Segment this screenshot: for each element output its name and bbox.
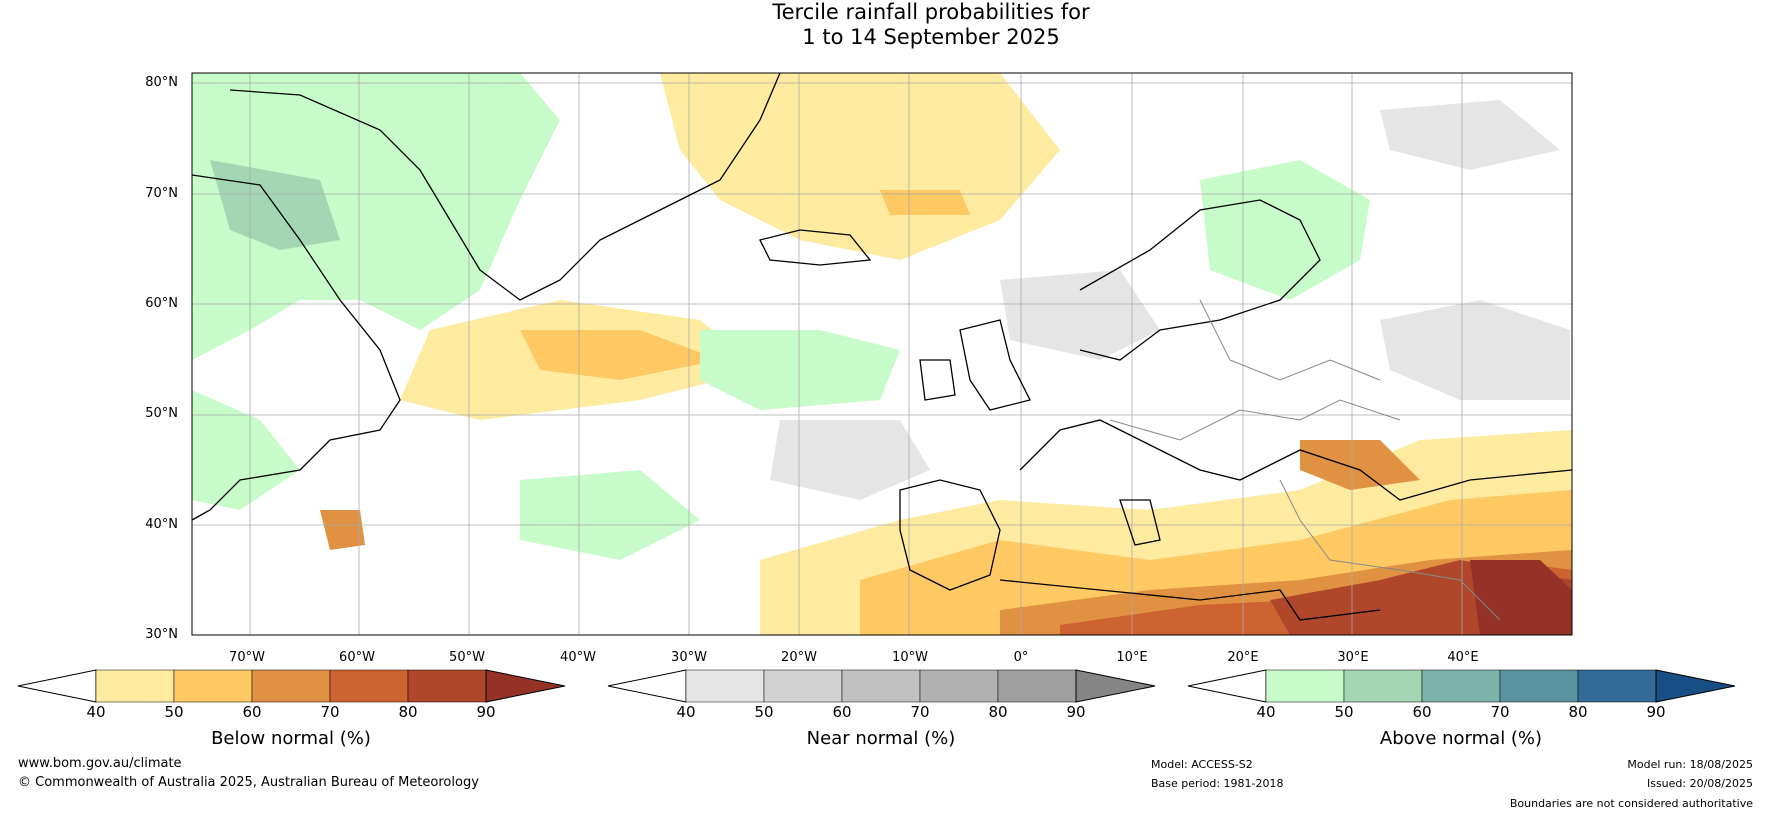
footer-copyright: © Commonwealth of Australia 2025, Austra… (18, 775, 479, 790)
cb-near-tick: 70 (910, 703, 930, 721)
lat-label-80n: 80°N (145, 75, 178, 90)
cb-above-tick: 90 (1646, 703, 1666, 721)
cb-above-tick: 60 (1412, 703, 1432, 721)
cb-below-tick: 40 (86, 703, 106, 721)
cb-below-title: Below normal (%) (211, 728, 371, 749)
footer-model-run: Model run: 18/08/2025 (1627, 758, 1753, 771)
chart-title: Tercile rainfall probabilities for 1 to … (0, 0, 1770, 50)
cb-below-tick: 90 (476, 703, 496, 721)
cb-above-tick: 70 (1490, 703, 1510, 721)
footer-disclaimer: Boundaries are not considered authoritat… (1509, 797, 1753, 810)
footer-model: Model: ACCESS-S2 (1151, 758, 1253, 771)
map-border (191, 72, 1573, 636)
lon-label-10e: 10°E (1116, 650, 1148, 665)
cb-near-tick: 60 (832, 703, 852, 721)
lon-label-20e: 20°E (1227, 650, 1259, 665)
lon-label-20w: 20°W (781, 650, 817, 665)
footer-issued: Issued: 20/08/2025 (1646, 777, 1753, 790)
lat-label-60n: 60°N (145, 296, 178, 311)
cb-below-tick: 80 (398, 703, 418, 721)
cb-near-tick: 80 (988, 703, 1008, 721)
footer-website: www.bom.gov.au/climate (18, 756, 182, 771)
lat-label-50n: 50°N (145, 406, 178, 421)
borders (1109, 299, 1501, 621)
lon-label-60w: 60°W (339, 650, 375, 665)
cb-above-tick: 80 (1568, 703, 1588, 721)
title-line-1: Tercile rainfall probabilities for (772, 0, 1090, 24)
lon-label-30e: 30°E (1337, 650, 1369, 665)
cb-below-tick: 70 (320, 703, 340, 721)
lat-label-70n: 70°N (145, 186, 178, 201)
colorbar-above (1187, 669, 1736, 703)
cb-above-tick: 40 (1256, 703, 1276, 721)
cb-above-tick: 50 (1334, 703, 1354, 721)
lat-label-30n: 30°N (145, 627, 178, 642)
cb-below-tick: 60 (242, 703, 262, 721)
cb-above-title: Above normal (%) (1379, 728, 1543, 749)
lon-label-40w: 40°W (560, 650, 596, 665)
gridlines (192, 73, 1572, 635)
cb-near-tick: 50 (754, 703, 774, 721)
lon-label-0: 0° (1013, 650, 1029, 665)
cb-near-tick: 40 (676, 703, 696, 721)
colorbar-near (607, 669, 1156, 703)
lon-label-70w: 70°W (229, 650, 265, 665)
cb-near-title: Near normal (%) (806, 728, 956, 749)
lon-label-40e: 40°E (1447, 650, 1479, 665)
colorbar-below (17, 669, 566, 703)
lat-label-40n: 40°N (145, 517, 178, 532)
lon-label-10w: 10°W (892, 650, 928, 665)
footer-base-period: Base period: 1981-2018 (1151, 777, 1284, 790)
coastlines (191, 72, 1573, 621)
title-line-2: 1 to 14 September 2025 (802, 25, 1060, 49)
cb-near-tick: 90 (1066, 703, 1086, 721)
lon-label-50w: 50°W (449, 650, 485, 665)
cb-below-tick: 50 (164, 703, 184, 721)
lon-label-30w: 30°W (671, 650, 707, 665)
